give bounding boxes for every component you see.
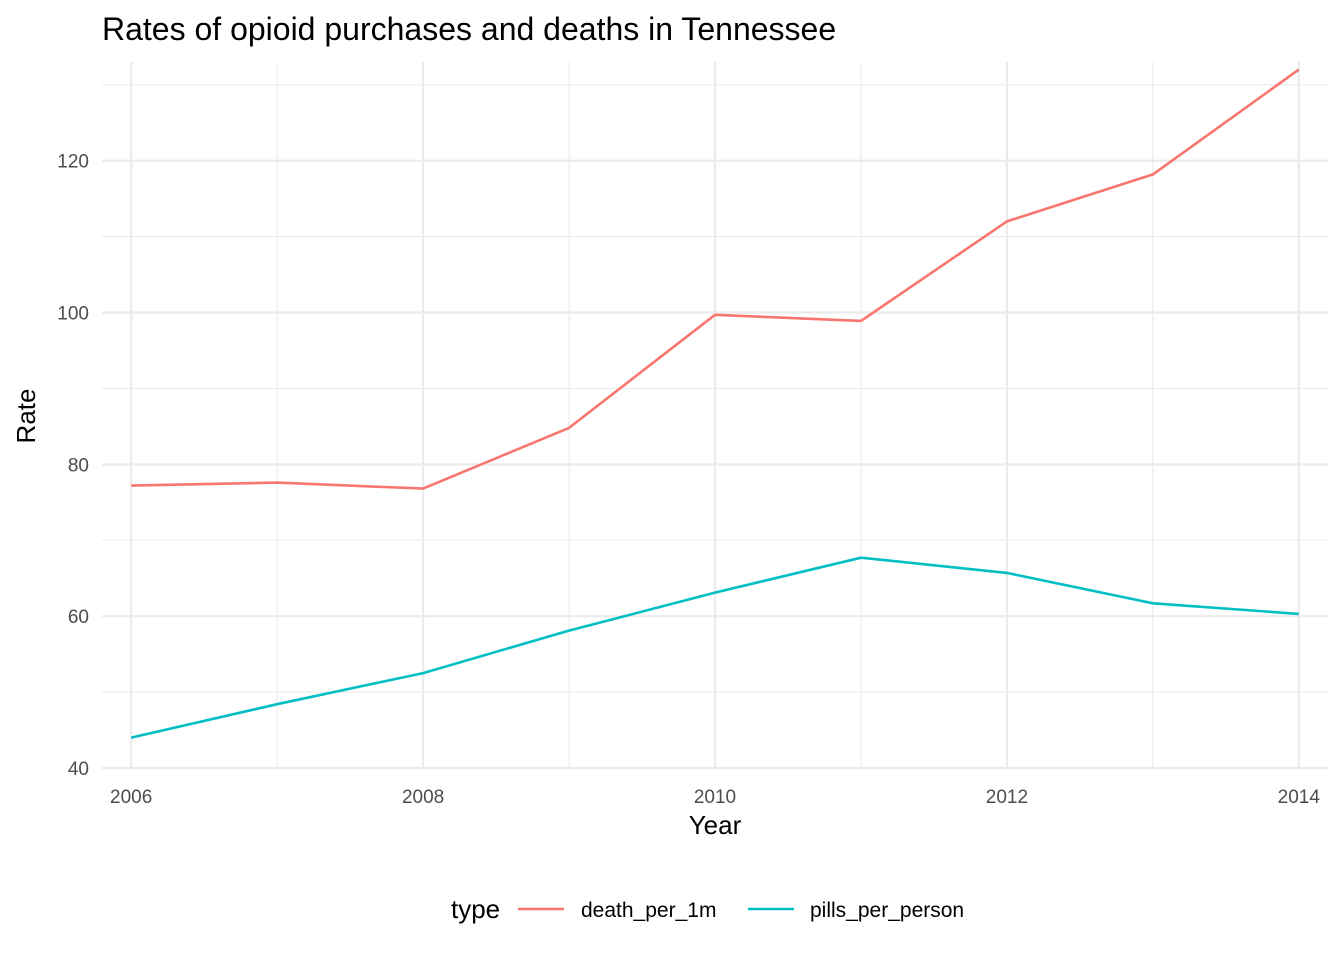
legend-label: death_per_1m xyxy=(581,899,716,922)
legend-item: death_per_1m xyxy=(518,899,716,922)
x-tick-label: 2010 xyxy=(694,787,736,808)
y-tick-label: 120 xyxy=(57,152,89,173)
legend: type death_per_1m pills_per_person xyxy=(451,894,964,924)
x-tick-label: 2012 xyxy=(986,787,1028,808)
legend-item: pills_per_person xyxy=(748,899,964,922)
legend-label: pills_per_person xyxy=(810,899,964,922)
chart-title: Rates of opioid purchases and deaths in … xyxy=(102,11,836,47)
legend-title: type xyxy=(451,894,500,924)
y-tick-label: 100 xyxy=(57,304,89,325)
series-lines xyxy=(130,68,1300,739)
y-tick-label: 40 xyxy=(68,759,89,780)
y-tick-labels: 40 60 80 100 120 xyxy=(57,152,89,780)
y-tick-label: 80 xyxy=(68,455,89,476)
y-axis-title: Rate xyxy=(11,389,41,444)
grid xyxy=(102,62,1328,770)
series-line-pills-per-person xyxy=(130,556,1299,739)
x-tick-label: 2014 xyxy=(1278,787,1321,808)
series-line-death-per-1m xyxy=(131,68,1300,490)
x-axis-title: Year xyxy=(689,810,742,840)
y-tick-label: 60 xyxy=(68,607,89,628)
x-tick-labels: 2006 2008 2010 2012 2014 xyxy=(110,787,1320,808)
x-tick-label: 2006 xyxy=(110,787,152,808)
x-tick-label: 2008 xyxy=(402,787,444,808)
